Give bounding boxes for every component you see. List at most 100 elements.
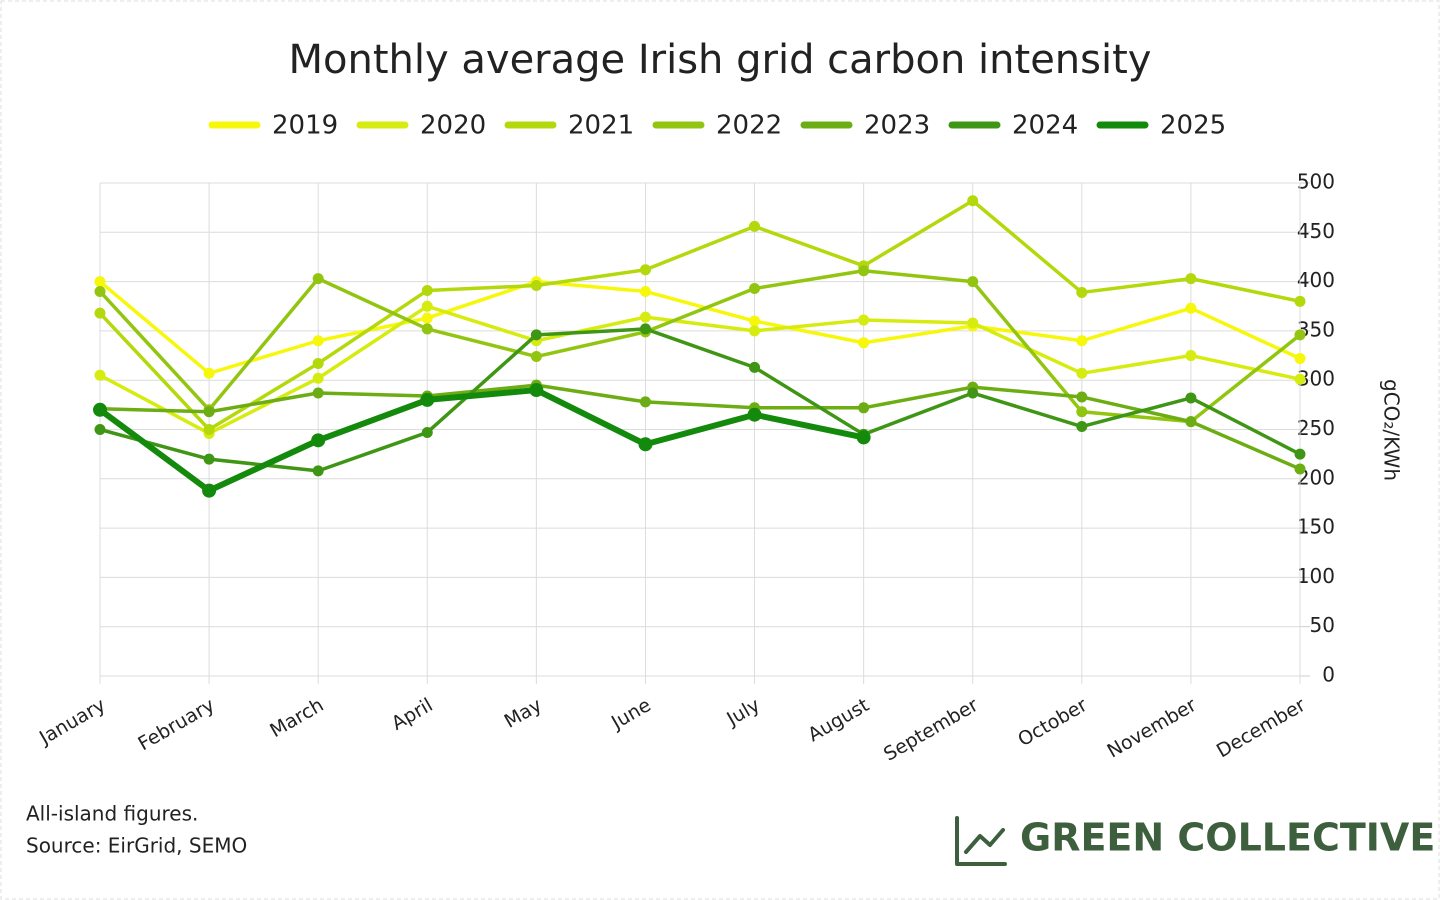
y-tick-label: 400 (1297, 268, 1335, 292)
data-point (1294, 373, 1306, 385)
legend-label: 2022 (716, 111, 782, 141)
data-point (858, 402, 870, 414)
series-line (98, 383, 1302, 471)
data-point (749, 283, 761, 295)
data-point (94, 424, 106, 435)
data-point (1185, 350, 1197, 362)
y-tick-label: 100 (1297, 564, 1335, 588)
x-tick-label: December (1213, 694, 1309, 762)
y-tick-label: 50 (1310, 613, 1335, 637)
data-point (749, 220, 761, 232)
series-line (98, 198, 1302, 432)
brand: GREEN COLLECTIVE (1020, 816, 1435, 860)
data-point (312, 357, 324, 369)
data-point (967, 195, 979, 207)
data-point (858, 314, 870, 326)
data-point (749, 325, 761, 337)
data-point (312, 372, 324, 384)
y-tick-label: 150 (1297, 515, 1335, 539)
data-point (530, 329, 542, 341)
data-point (203, 453, 215, 465)
data-point (312, 465, 324, 477)
y-axis-label: gCO₂/KWh (1380, 379, 1404, 481)
data-point (639, 264, 651, 276)
data-point (1294, 353, 1306, 365)
data-point (421, 323, 433, 335)
legend-label: 2024 (1012, 111, 1078, 141)
data-point (203, 424, 215, 435)
data-point (639, 311, 651, 323)
data-point (1076, 421, 1088, 433)
data-point (1076, 406, 1088, 418)
x-tick-label: October (1014, 694, 1091, 751)
legend-label: 2020 (420, 111, 486, 141)
data-point (856, 430, 871, 445)
data-point (1294, 295, 1306, 307)
series-line (98, 327, 1302, 473)
data-point (203, 406, 215, 418)
data-point (1076, 367, 1088, 379)
data-point (94, 276, 106, 288)
data-point (421, 300, 433, 312)
series-line (98, 279, 1302, 376)
data-point (312, 387, 324, 399)
data-point (639, 396, 651, 408)
y-tick-label: 0 (1322, 663, 1335, 687)
data-point (858, 265, 870, 277)
series-line (98, 304, 1302, 436)
data-point (747, 407, 762, 422)
data-point (967, 387, 979, 399)
data-point (1076, 391, 1088, 403)
data-point (203, 367, 215, 379)
x-tick-label: February (134, 694, 218, 755)
data-point (311, 433, 326, 448)
x-tick-label: November (1104, 694, 1201, 763)
data-point (529, 383, 544, 398)
x-tick-label: January (35, 694, 109, 750)
data-point (94, 307, 106, 319)
data-point (1076, 335, 1088, 347)
data-point (94, 285, 106, 297)
series-line (97, 387, 867, 494)
data-point (312, 335, 324, 347)
data-point (1294, 329, 1306, 341)
note: Source: EirGrid, SEMO (26, 834, 247, 858)
legend-label: 2021 (568, 111, 634, 141)
data-point (421, 426, 433, 438)
brand-logo (955, 816, 1007, 866)
note: All-island figures. (26, 802, 198, 826)
data-point (1185, 273, 1197, 285)
x-tick-label: September (880, 694, 982, 766)
data-point (93, 402, 107, 417)
data-point (420, 392, 435, 407)
x-tick-label: March (266, 694, 327, 742)
data-point (749, 361, 761, 373)
y-tick-label: 250 (1297, 416, 1335, 440)
data-point (1076, 286, 1088, 298)
data-point (639, 323, 651, 335)
legend-label: 2025 (1160, 111, 1226, 141)
data-point (530, 351, 542, 363)
data-point (1294, 463, 1306, 475)
chart-title: Monthly average Irish grid carbon intens… (289, 37, 1152, 83)
data-point (967, 276, 979, 288)
data-point (1294, 448, 1306, 460)
data-point (638, 437, 653, 452)
data-point (421, 284, 433, 296)
data-point (202, 483, 217, 498)
x-tick-label: August (804, 694, 873, 746)
x-tick-label: July (722, 694, 763, 731)
data-point (1185, 302, 1197, 314)
data-point (749, 315, 761, 327)
data-point (421, 312, 433, 324)
x-tick-label: May (501, 694, 546, 733)
legend-label: 2019 (272, 111, 338, 141)
legend-label: 2023 (864, 111, 930, 141)
data-point (1185, 416, 1197, 428)
x-tick-label: June (607, 694, 655, 734)
y-tick-label: 450 (1297, 219, 1335, 243)
data-point (639, 285, 651, 297)
x-tick-label: April (388, 694, 437, 735)
